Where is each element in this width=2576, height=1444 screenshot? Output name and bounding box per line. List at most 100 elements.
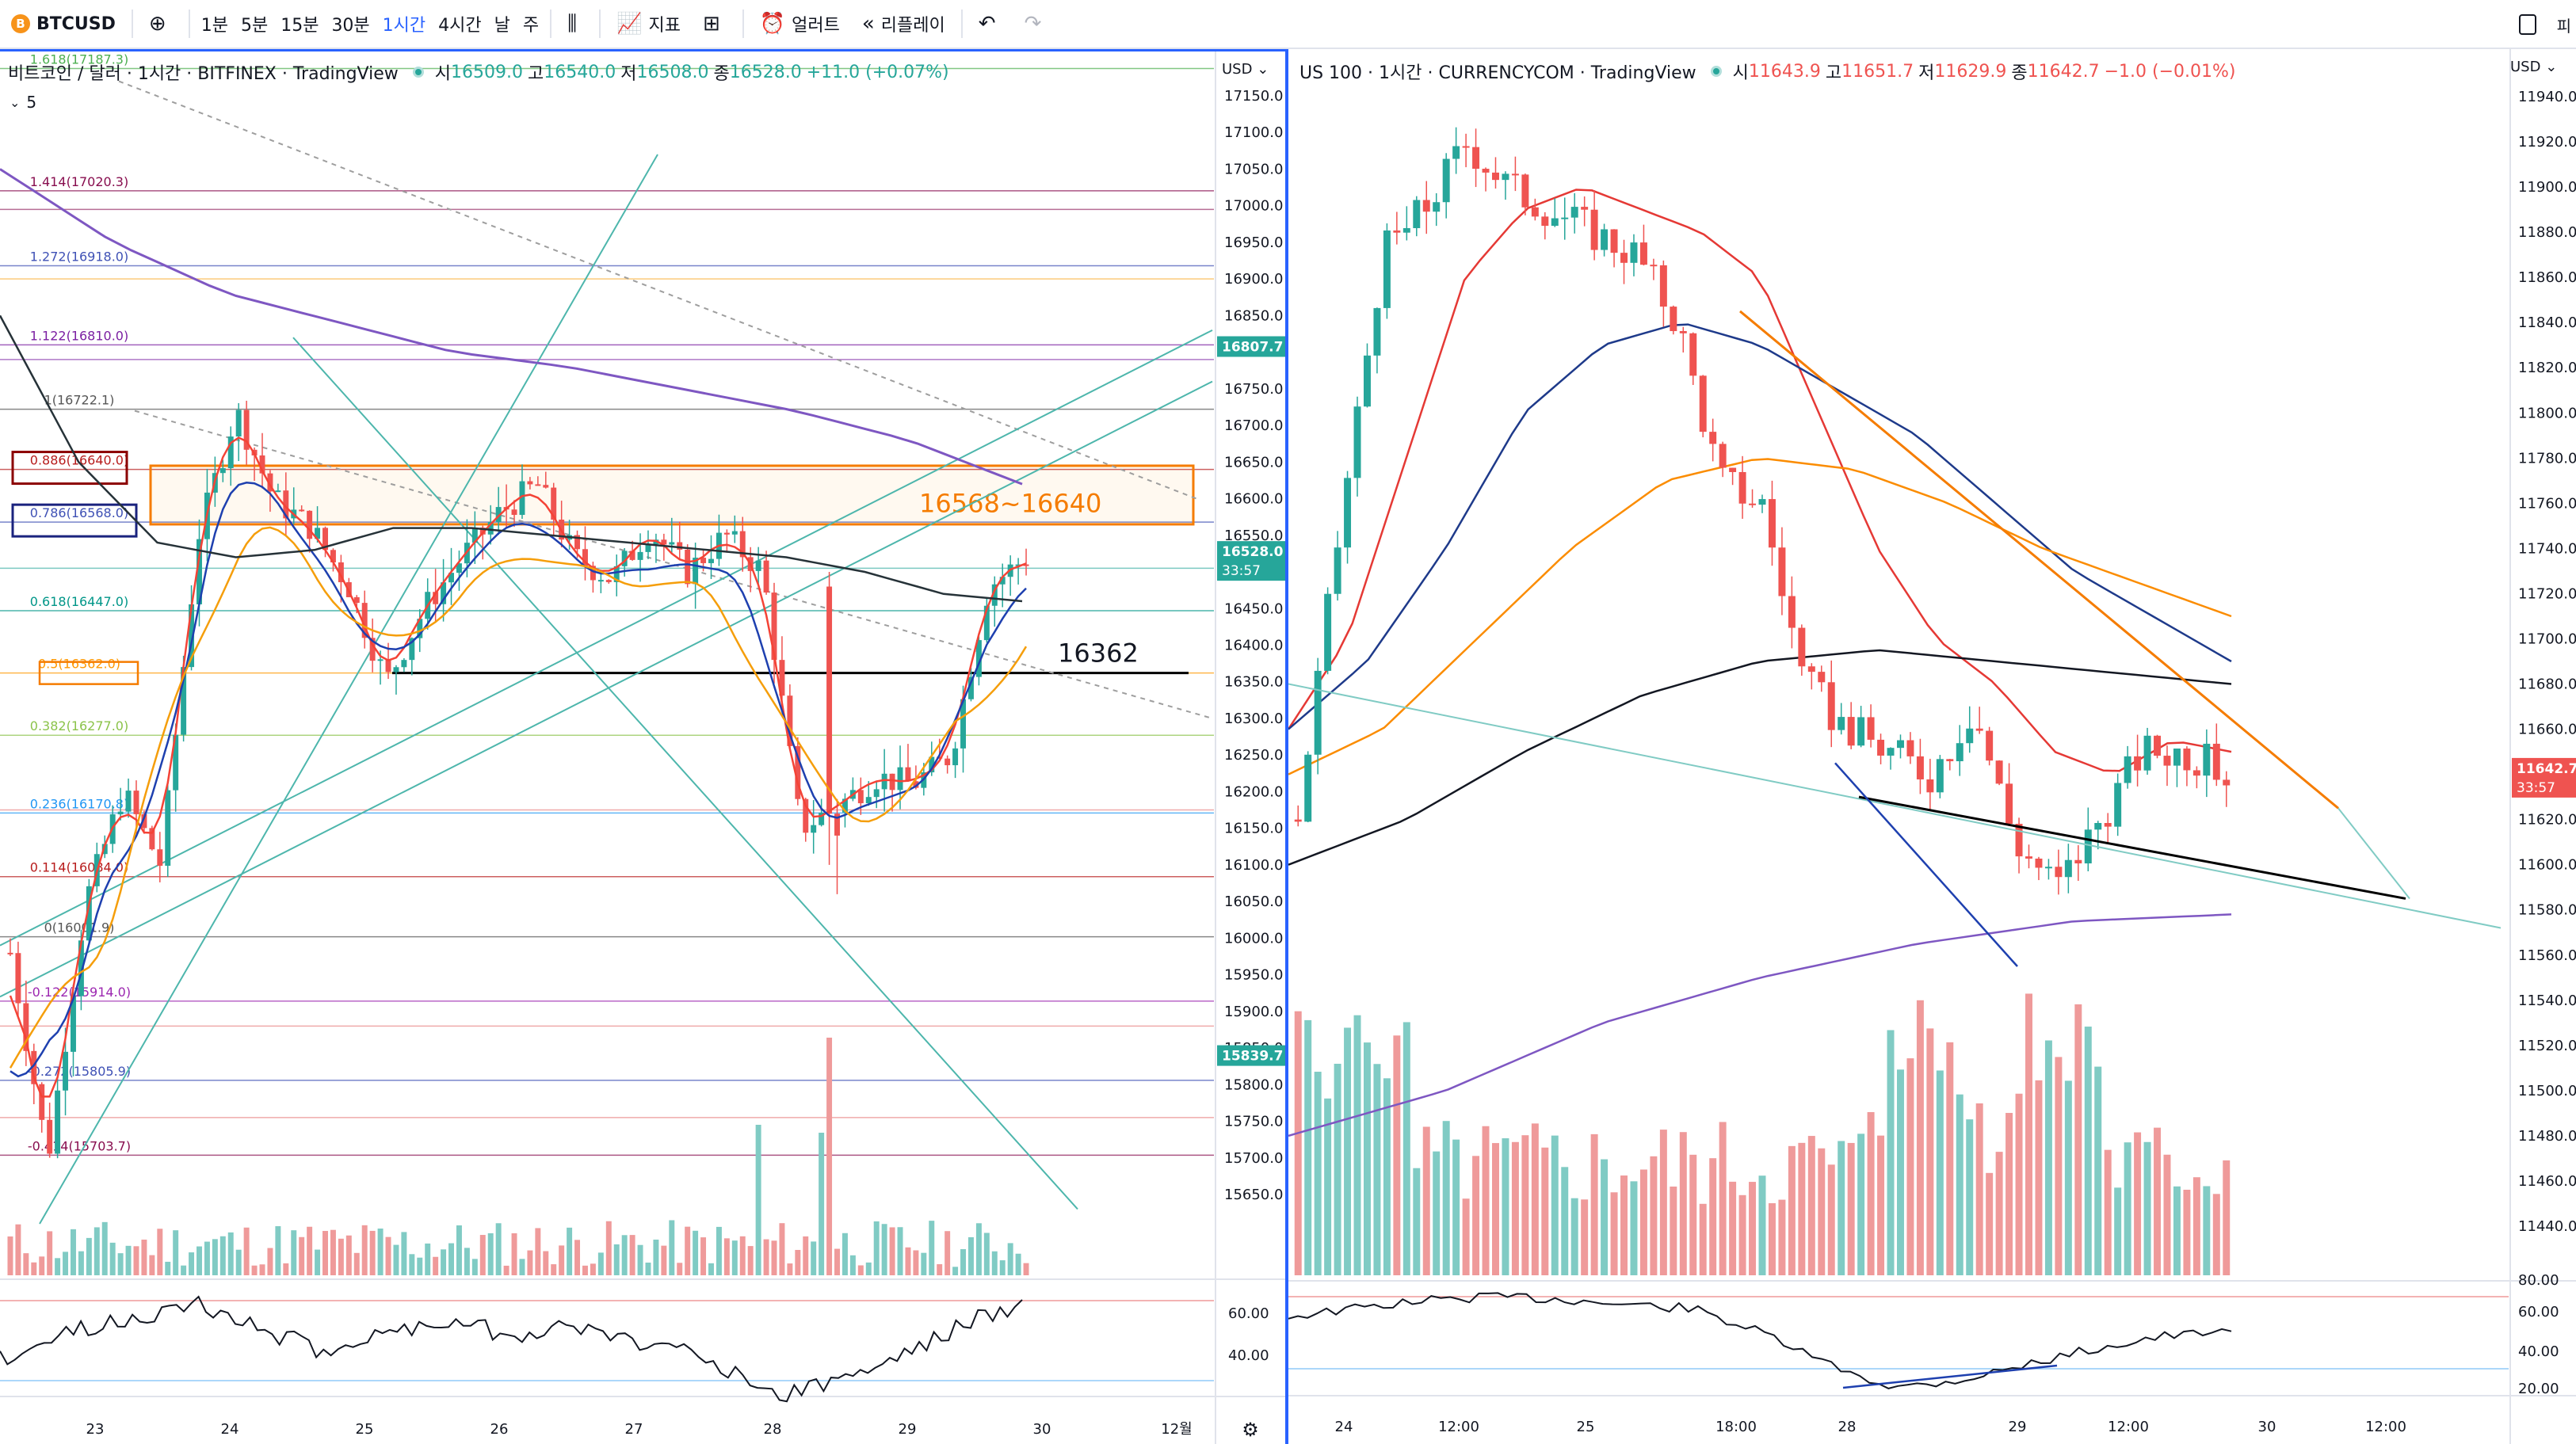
candle-body xyxy=(330,550,336,562)
layout-toggle-button[interactable] xyxy=(2518,14,2536,35)
volume-bar xyxy=(1847,1142,1855,1275)
price-tick-label: 11820.0 xyxy=(2518,360,2576,376)
volume-bar xyxy=(811,1241,817,1275)
level-label: 16362 xyxy=(1058,638,1139,669)
volume-bar xyxy=(551,1264,557,1275)
price-tick-label: 11660.0 xyxy=(2518,722,2576,738)
candle-body xyxy=(495,507,502,522)
volume-bar xyxy=(1541,1147,1549,1275)
candle-body xyxy=(1630,242,1638,263)
fib-label: 0.5(16362.0) xyxy=(38,657,120,672)
chart-type-button[interactable]: ⫼ xyxy=(556,0,594,48)
candle-body xyxy=(1818,672,1826,683)
price-tick-label: 17150.0 xyxy=(1224,88,1283,105)
candle-body xyxy=(173,734,179,791)
volume-bar xyxy=(2134,1132,2142,1275)
layouts-button[interactable]: ⊞ xyxy=(692,0,738,48)
indicators-button[interactable]: 📈 지표 xyxy=(605,0,692,48)
candle-body xyxy=(1015,564,1021,566)
indicator-legend[interactable]: ⌄ 5 xyxy=(10,93,36,112)
price-tick-label: 16900.0 xyxy=(1224,271,1283,288)
volume-bar xyxy=(299,1236,305,1275)
candle-body xyxy=(133,791,139,814)
btc-chart-pane[interactable]: 1.618(17187.3) 1.414(17020.3) 1.272(16918.… xyxy=(0,49,1288,1444)
open-value: 16509.0 xyxy=(451,62,524,82)
volume-bar xyxy=(1570,1198,1578,1275)
candle-body xyxy=(897,767,903,791)
symbol-search-button[interactable]: B BTCUSD xyxy=(0,0,127,48)
time-tick-label: 18:00 xyxy=(1715,1419,1757,1435)
candle-body xyxy=(613,566,620,582)
volume-bar xyxy=(826,1038,833,1275)
candle-body xyxy=(2223,779,2231,786)
fib-label: 0.618(16447.0) xyxy=(30,594,128,609)
candle-body xyxy=(637,551,643,560)
candle-body xyxy=(543,485,549,488)
interval-주[interactable]: 주 xyxy=(522,16,540,36)
volume-bar xyxy=(629,1235,635,1275)
volume-bar xyxy=(86,1237,92,1275)
candle-body xyxy=(2124,756,2131,783)
candle-body xyxy=(353,596,360,604)
volume-bar xyxy=(1007,1243,1013,1275)
btc-currency-label[interactable]: USD ⌄ xyxy=(1222,61,1269,78)
redo-button[interactable]: ↷ xyxy=(1013,0,1059,48)
fib-label: -0.414(15703.7) xyxy=(28,1138,131,1153)
candle-body xyxy=(1887,748,1895,756)
volume-bar xyxy=(999,1260,1006,1275)
fib-label: 1.414(17020.3) xyxy=(30,174,128,189)
candle-body xyxy=(905,767,911,782)
right-toolbar-label[interactable]: 피 xyxy=(2556,16,2571,36)
interval-1시간[interactable]: 1시간 xyxy=(382,16,426,36)
candle-body xyxy=(2192,770,2200,776)
market-status-dot xyxy=(412,67,424,78)
interval-1분[interactable]: 1분 xyxy=(200,16,228,36)
interval-30분[interactable]: 30분 xyxy=(331,16,370,36)
interval-4시간[interactable]: 4시간 xyxy=(438,16,482,36)
volume-bar xyxy=(841,1233,848,1275)
volume-bar xyxy=(433,1256,439,1275)
price-tick-label: 11860.0 xyxy=(2518,269,2576,286)
volume-bar xyxy=(2143,1141,2151,1275)
volume-bar xyxy=(173,1230,179,1275)
candle-body xyxy=(1324,593,1332,671)
candle-body xyxy=(1294,819,1302,822)
us100-chart-pane[interactable]: 80.00 60.00 40.00 20.00 11940.0 11920.0 11900.… xyxy=(1287,49,2576,1444)
candle-body xyxy=(101,844,108,855)
collapse-icon[interactable]: ⌄ xyxy=(10,94,21,110)
volume-bar xyxy=(945,1231,951,1275)
price-tick-label: 11880.0 xyxy=(2518,224,2576,241)
volume-bar xyxy=(685,1226,691,1275)
candle-body xyxy=(1383,230,1391,308)
candle-body xyxy=(590,566,596,581)
price-badge-countdown: 33:57 xyxy=(2517,780,2555,796)
candle-body xyxy=(149,828,155,850)
volume-bar xyxy=(1916,1000,1924,1275)
compare-button[interactable]: ⊕ xyxy=(138,0,184,48)
interval-15분[interactable]: 15분 xyxy=(280,16,319,36)
divider xyxy=(960,10,963,38)
volume-bar xyxy=(1502,1138,1509,1275)
alert-button[interactable]: ⏰ 얼러트 xyxy=(749,0,851,48)
volume-bar xyxy=(109,1242,116,1275)
volume-bar xyxy=(669,1220,675,1275)
volume-bar xyxy=(1995,1152,2003,1275)
volume-bar xyxy=(2055,1057,2063,1275)
us100-currency-label[interactable]: USD ⌄ xyxy=(2510,59,2558,75)
interval-5분[interactable]: 5분 xyxy=(240,16,269,36)
gann-line xyxy=(292,337,1078,1210)
replay-button[interactable]: « 리플레이 xyxy=(851,0,956,48)
candle-body xyxy=(2143,735,2151,771)
volume-bar xyxy=(267,1248,273,1275)
us100-chart-canvas[interactable]: 80.00 60.00 40.00 20.00 11940.0 11920.0 11900.… xyxy=(1287,49,2576,1444)
btc-chart-canvas[interactable]: 1.618(17187.3) 1.414(17020.3) 1.272(16918.… xyxy=(0,51,1285,1444)
time-tick-label: 30 xyxy=(2258,1419,2276,1435)
volume-bar xyxy=(251,1265,258,1275)
undo-button[interactable]: ↶ xyxy=(967,0,1013,48)
price-tick-label: 15650.0 xyxy=(1224,1187,1283,1203)
candle-body xyxy=(1807,666,1815,672)
candle-body xyxy=(952,748,959,766)
candle-body xyxy=(511,509,517,516)
interval-날[interactable]: 날 xyxy=(494,16,510,36)
volume-bar xyxy=(1413,1168,1421,1275)
